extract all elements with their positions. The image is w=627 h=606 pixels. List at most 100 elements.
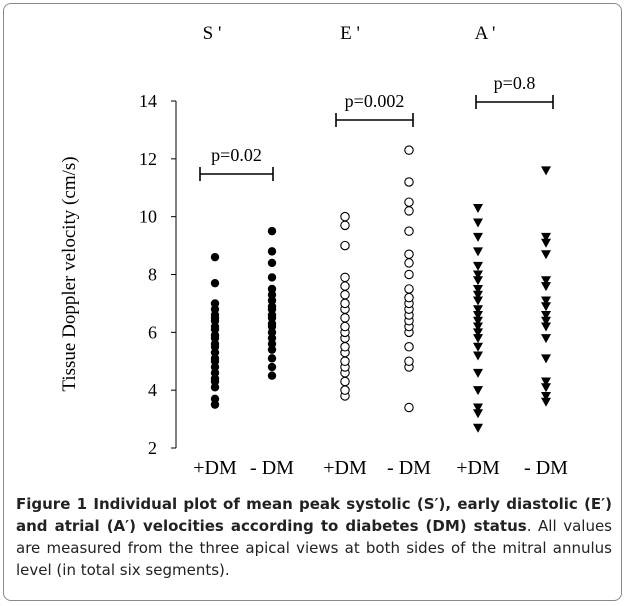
data-point	[541, 302, 551, 312]
p-value-label: p=0.8	[494, 73, 536, 93]
data-point	[210, 400, 220, 409]
data-point	[210, 394, 220, 404]
data-point	[473, 290, 483, 300]
data-point	[404, 206, 414, 216]
data-point	[473, 261, 483, 271]
data-point	[267, 362, 277, 372]
figure-caption: Figure 1 Individual plot of mean peak sy…	[16, 493, 612, 581]
y-ticks: 2 4 6 8 10 12 14	[139, 91, 176, 458]
data-point	[473, 342, 483, 352]
data-point	[473, 409, 483, 419]
group-labels: S ' p=0.02 E ' p=0.002 A ' p=0.8	[199, 23, 554, 181]
x-category-labels: +DM - DM +DM - DM +DM - DM	[193, 457, 568, 479]
scatter-chart: 2 4 6 8 10 12 14 Tissue Doppler velocity (cm/s…	[59, 23, 568, 479]
data-point	[267, 310, 277, 320]
data-point	[473, 270, 483, 280]
data-point	[210, 354, 220, 363]
data-point	[541, 377, 551, 387]
data-point	[210, 252, 220, 262]
data-point	[210, 362, 220, 372]
data-point	[473, 247, 483, 257]
data-point	[473, 328, 483, 338]
data-point	[541, 232, 551, 242]
data-point	[267, 339, 277, 349]
data-point	[340, 313, 350, 323]
data-point	[267, 319, 277, 328]
data-point	[541, 250, 551, 260]
y-tick-label: 6	[148, 322, 157, 342]
data-point	[210, 322, 220, 331]
data-point	[210, 331, 220, 340]
data-point	[541, 276, 551, 286]
data-point	[473, 284, 483, 294]
data-point	[267, 284, 277, 294]
data-point	[541, 310, 551, 320]
data-point	[404, 249, 414, 260]
data-point	[267, 328, 277, 337]
data-point	[210, 383, 220, 392]
data-point	[404, 269, 414, 280]
data-point	[473, 276, 483, 286]
y-tick-label: 8	[148, 265, 157, 285]
caption-text: . All values are measured from the three…	[16, 517, 612, 579]
data-point	[541, 322, 551, 332]
data-point	[210, 374, 220, 383]
data-point	[210, 348, 220, 357]
data-point	[404, 226, 414, 236]
data-point	[340, 289, 350, 300]
data-point	[541, 334, 551, 344]
data-point	[473, 423, 483, 433]
data-point	[210, 305, 220, 314]
data-point	[404, 177, 414, 187]
data-point	[340, 211, 350, 222]
caption-bold: Figure 1 Individual plot of mean peak sy…	[16, 495, 612, 535]
data-point	[473, 218, 483, 228]
data-point	[541, 282, 551, 292]
data-point	[210, 310, 220, 320]
data-point	[267, 333, 277, 343]
data-point	[267, 226, 277, 236]
data-point	[267, 354, 277, 363]
data-point	[210, 339, 220, 349]
data-points	[210, 145, 551, 433]
data-point	[541, 397, 551, 407]
data-point	[404, 292, 414, 303]
data-point	[541, 296, 551, 306]
y-axis-label: Tissue Doppler velocity (cm/s)	[59, 156, 80, 391]
data-point	[473, 368, 483, 378]
y-tick-label: 10	[139, 207, 157, 227]
data-point	[404, 258, 414, 268]
data-point	[340, 272, 350, 283]
data-point	[340, 281, 350, 291]
data-point	[267, 345, 277, 354]
p-value-label: p=0.002	[345, 91, 405, 111]
data-point	[267, 302, 277, 311]
data-point	[473, 334, 483, 344]
y-tick-label: 2	[148, 438, 157, 458]
data-point	[404, 402, 414, 413]
data-point	[473, 310, 483, 320]
data-point	[340, 298, 350, 309]
data-point	[541, 383, 551, 393]
p-value-label: p=0.02	[211, 145, 262, 165]
data-point	[340, 356, 350, 366]
data-point	[473, 296, 483, 306]
group-label: S '	[203, 23, 222, 44]
data-point	[340, 376, 350, 387]
data-point	[473, 386, 483, 396]
y-tick-label: 12	[139, 149, 157, 169]
data-point	[541, 316, 551, 326]
data-point	[210, 368, 220, 378]
data-point	[473, 322, 483, 332]
data-point	[473, 232, 483, 242]
x-category-label: - DM	[250, 457, 294, 479]
data-point	[340, 240, 350, 251]
data-point	[473, 351, 483, 361]
data-point	[541, 238, 551, 248]
data-point	[473, 305, 483, 315]
data-point	[340, 385, 350, 395]
data-point	[473, 403, 483, 413]
x-category-label: +DM	[193, 457, 237, 479]
data-point	[404, 342, 414, 352]
data-point	[541, 354, 551, 364]
